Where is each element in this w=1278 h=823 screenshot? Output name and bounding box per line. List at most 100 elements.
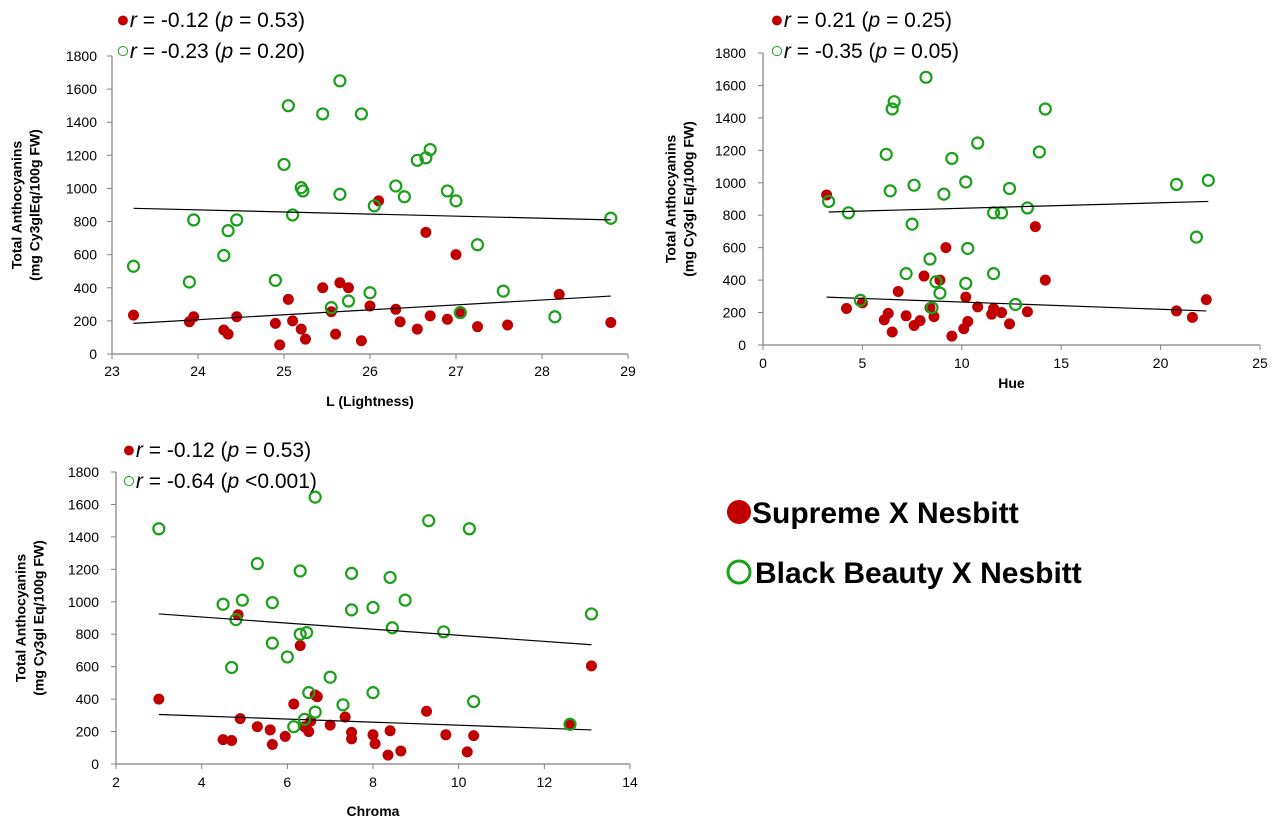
data-point-supreme bbox=[1039, 274, 1051, 286]
x-tick-label: 14 bbox=[622, 774, 638, 790]
data-point-supreme bbox=[339, 711, 351, 723]
data-point-supreme bbox=[886, 326, 898, 338]
x-tick-label: 12 bbox=[537, 774, 553, 790]
data-point-black-beauty bbox=[397, 190, 411, 204]
data-point-supreme bbox=[128, 309, 139, 321]
x-tick-label: 10 bbox=[954, 355, 970, 371]
x-tick-label: 10 bbox=[451, 774, 467, 790]
data-point-black-beauty bbox=[336, 698, 350, 712]
legend-marker-supreme bbox=[727, 500, 751, 524]
data-point-black-beauty bbox=[324, 301, 338, 315]
series-supreme bbox=[821, 189, 1212, 342]
y-tick-label: 1800 bbox=[66, 48, 97, 64]
data-point-supreme bbox=[411, 323, 423, 335]
corr-black-beauty-p-value: 0.05 bbox=[911, 40, 952, 63]
data-point-supreme bbox=[355, 335, 367, 347]
y-tick-label: 800 bbox=[723, 207, 747, 223]
data-point-black-beauty bbox=[280, 650, 294, 664]
corr-supreme-p-value: 0.25 bbox=[904, 9, 945, 32]
corr-black-beauty-chroma: ○r = -0.64 (p <0.001) bbox=[122, 467, 317, 493]
y-tick-label: 600 bbox=[723, 240, 747, 256]
data-point-supreme bbox=[303, 726, 315, 738]
data-point-black-beauty bbox=[887, 95, 901, 109]
data-point-black-beauty bbox=[286, 208, 300, 222]
data-point-supreme bbox=[1029, 221, 1041, 233]
x-axis-title: L (Lightness) bbox=[326, 393, 414, 409]
x-tick-label: 28 bbox=[534, 363, 550, 379]
data-point-black-beauty bbox=[440, 184, 454, 198]
data-point-black-beauty bbox=[265, 595, 279, 610]
data-point-supreme bbox=[324, 719, 336, 731]
corr-black-beauty-marker-chroma: ○ bbox=[122, 467, 136, 493]
y-tick-label: 800 bbox=[76, 626, 100, 642]
data-point-black-beauty bbox=[1169, 177, 1184, 191]
corr-black-beauty-marker-hue: ○ bbox=[770, 37, 784, 63]
x-tick-label: 0 bbox=[759, 355, 767, 371]
data-point-black-beauty bbox=[933, 286, 947, 300]
data-point-black-beauty bbox=[899, 267, 913, 281]
data-point-black-beauty bbox=[925, 301, 939, 315]
y-tick-label: 200 bbox=[76, 724, 100, 740]
data-point-supreme bbox=[334, 277, 346, 289]
data-point-black-beauty bbox=[281, 99, 295, 113]
data-point-supreme bbox=[424, 310, 436, 322]
data-point-supreme bbox=[266, 739, 278, 751]
chart-panel-lightness: ●r = -0.12 (p = 0.53) ○r = -0.23 (p = 0.… bbox=[9, 6, 636, 409]
x-tick-label: 23 bbox=[104, 363, 120, 379]
data-point-black-beauty bbox=[410, 153, 424, 167]
data-point-black-beauty bbox=[296, 184, 310, 198]
data-point-supreme bbox=[369, 738, 381, 750]
y-axis-title: Total Anthocyanins bbox=[9, 141, 25, 270]
corr-supreme-hue: ●r = 0.21 (p = 0.25) bbox=[770, 6, 952, 32]
x-tick-label: 4 bbox=[198, 774, 206, 790]
data-point-supreme bbox=[364, 300, 376, 312]
x-axis-title: Hue bbox=[998, 375, 1025, 391]
data-point-supreme bbox=[346, 733, 358, 745]
y-axis-title: (mg Cy3gl Eq/100g FW) bbox=[31, 540, 47, 696]
y-tick-label: 1200 bbox=[715, 142, 746, 158]
legend-marker-black-beauty bbox=[726, 559, 752, 585]
data-point-supreme bbox=[343, 282, 354, 294]
trend-line-supreme bbox=[133, 295, 611, 324]
trend-line-black-beauty bbox=[133, 207, 611, 221]
data-point-supreme bbox=[421, 705, 433, 717]
data-point-black-beauty bbox=[1201, 173, 1215, 187]
data-point-black-beauty bbox=[923, 252, 937, 266]
corr-black-beauty-r-value: -0.23 bbox=[161, 40, 209, 63]
data-point-supreme bbox=[892, 285, 904, 297]
data-point-black-beauty bbox=[563, 717, 577, 731]
y-tick-label: 0 bbox=[91, 756, 99, 772]
y-tick-label: 1200 bbox=[68, 561, 99, 577]
legend: Supreme X Nesbitt Black Beauty X Nesbitt bbox=[726, 497, 1082, 590]
data-point-black-beauty bbox=[548, 310, 562, 324]
y-tick-label: 1600 bbox=[68, 496, 99, 512]
data-point-supreme bbox=[900, 310, 912, 322]
data-point-supreme bbox=[882, 307, 894, 319]
data-point-supreme bbox=[317, 282, 329, 294]
data-point-black-beauty bbox=[293, 564, 307, 578]
data-point-black-beauty bbox=[987, 267, 1001, 281]
data-point-supreme bbox=[287, 315, 299, 327]
y-tick-label: 1200 bbox=[66, 147, 97, 163]
y-tick-label: 400 bbox=[76, 691, 100, 707]
corr-supreme-p-value: = 0.53 bbox=[245, 439, 304, 462]
data-point-supreme bbox=[264, 724, 276, 736]
data-point-black-beauty bbox=[383, 570, 397, 585]
data-point-supreme bbox=[1171, 305, 1183, 317]
y-tick-label: 800 bbox=[74, 214, 98, 230]
data-point-supreme bbox=[918, 270, 930, 282]
data-point-black-beauty bbox=[277, 157, 291, 172]
y-tick-label: 1600 bbox=[66, 81, 97, 97]
data-point-supreme bbox=[1004, 318, 1016, 330]
trend-line-supreme bbox=[158, 713, 592, 731]
data-point-supreme bbox=[395, 745, 407, 757]
data-point-black-beauty bbox=[883, 184, 897, 198]
x-tick-label: 29 bbox=[620, 363, 636, 379]
data-point-supreme bbox=[472, 321, 483, 333]
data-point-supreme bbox=[420, 226, 432, 238]
y-tick-label: 400 bbox=[74, 280, 98, 296]
data-point-black-beauty bbox=[1189, 230, 1203, 244]
data-point-supreme bbox=[450, 249, 462, 261]
y-tick-label: 1400 bbox=[715, 110, 746, 126]
